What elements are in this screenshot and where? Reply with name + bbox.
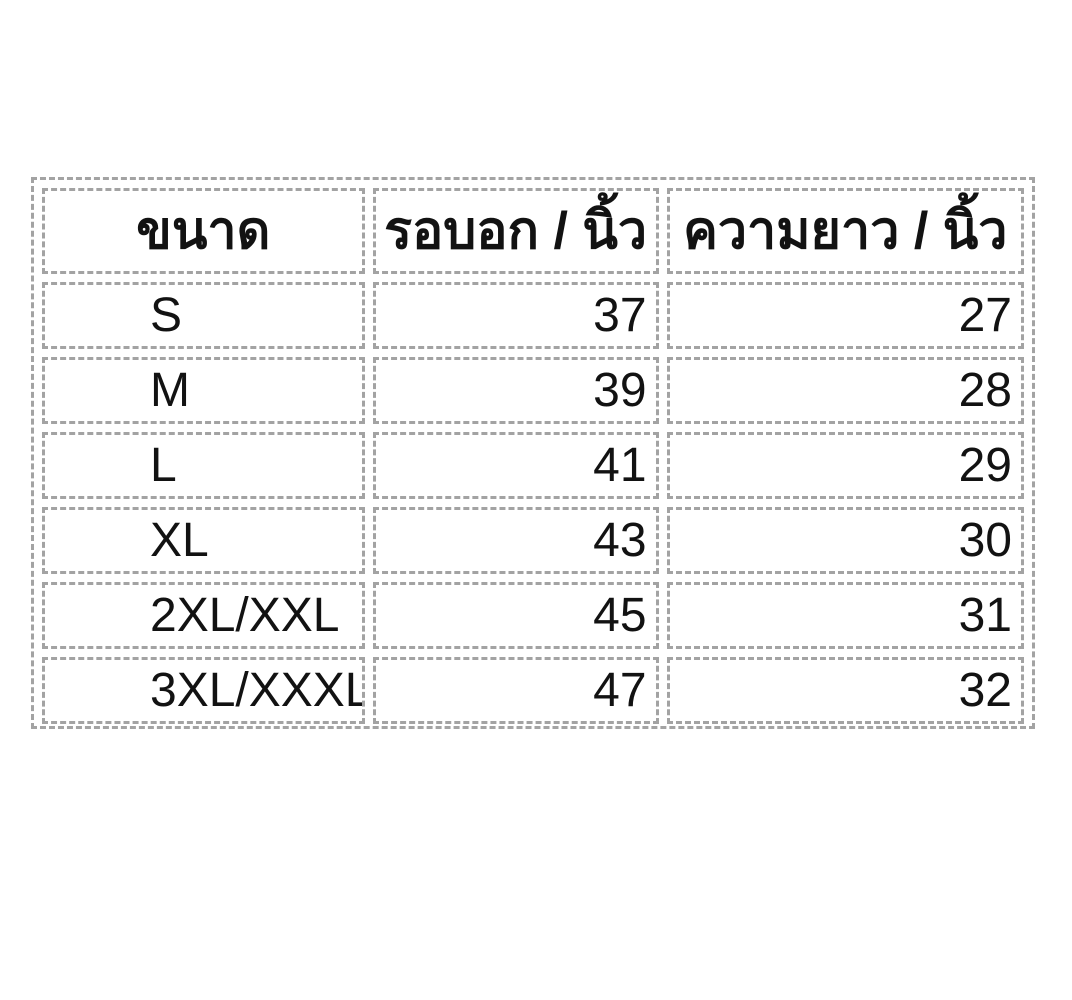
chest-cell: 41 (372, 432, 659, 499)
length-cell: 31 (666, 582, 1024, 649)
table-row: 3XL/XXXL 47 32 (42, 657, 1024, 724)
length-cell: 28 (666, 357, 1024, 424)
size-cell: 3XL/XXXL (42, 657, 365, 724)
chest-cell: 43 (372, 507, 659, 574)
size-cell: S (42, 282, 365, 349)
header-cell-length: ความยาว / นิ้ว (666, 188, 1024, 274)
length-cell: 30 (666, 507, 1024, 574)
table-row: S 37 27 (42, 282, 1024, 349)
chest-cell: 39 (372, 357, 659, 424)
size-cell: 2XL/XXL (42, 582, 365, 649)
header-cell-size: ขนาด (42, 188, 365, 274)
size-cell: L (42, 432, 365, 499)
table-row: XL 43 30 (42, 507, 1024, 574)
size-cell: XL (42, 507, 365, 574)
size-chart-table: ขนาด รอบอก / นิ้ว ความยาว / นิ้ว S 37 27… (34, 180, 1032, 732)
length-cell: 27 (666, 282, 1024, 349)
table-outer-border: ขนาด รอบอก / นิ้ว ความยาว / นิ้ว S 37 27… (31, 177, 1035, 729)
length-cell: 32 (666, 657, 1024, 724)
table-row: M 39 28 (42, 357, 1024, 424)
header-row: ขนาด รอบอก / นิ้ว ความยาว / นิ้ว (42, 188, 1024, 274)
header-cell-chest: รอบอก / นิ้ว (372, 188, 659, 274)
chest-cell: 45 (372, 582, 659, 649)
chest-cell: 37 (372, 282, 659, 349)
length-cell: 29 (666, 432, 1024, 499)
chest-cell: 47 (372, 657, 659, 724)
table-row: L 41 29 (42, 432, 1024, 499)
table-row: 2XL/XXL 45 31 (42, 582, 1024, 649)
size-cell: M (42, 357, 365, 424)
